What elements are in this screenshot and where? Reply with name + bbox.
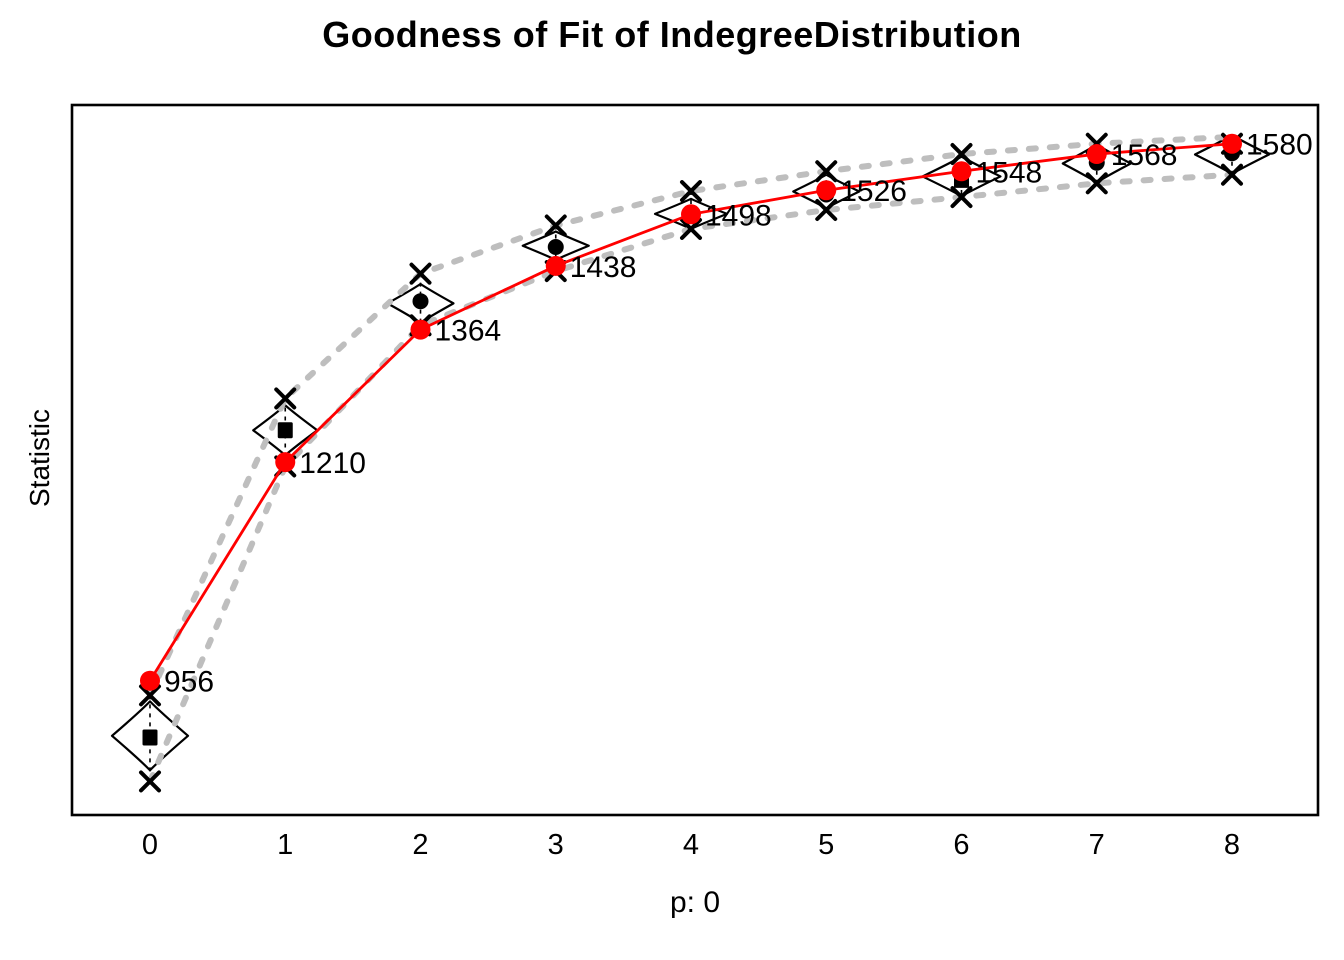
x-axis-label: p: 0	[669, 886, 721, 919]
observed-point-label-2: 1364	[435, 315, 502, 348]
sim-median-marker-2	[412, 293, 429, 310]
x-tick-label-7: 7	[1089, 829, 1105, 861]
simulation-upper-band	[147, 133, 1235, 699]
sim-min-x-mark-6-b	[950, 186, 973, 209]
observed-point-label-1: 1210	[299, 447, 366, 480]
observed-point-label-3: 1438	[570, 251, 637, 284]
observed-point-1	[275, 452, 296, 473]
sim-max-x-mark-6-b	[950, 143, 973, 166]
observed-point-label-6: 1548	[976, 156, 1043, 189]
sim-max-x-mark-4-b	[680, 180, 702, 203]
x-tick-label-1: 1	[277, 829, 293, 861]
observed-point-label-4: 1498	[705, 199, 772, 232]
observed-point-label-7: 1568	[1111, 139, 1178, 172]
observed-point-label-0: 956	[164, 666, 214, 699]
sim-max-x-mark-3-b	[544, 214, 567, 237]
observed-point-7	[1086, 144, 1107, 165]
x-tick-label-8: 8	[1224, 829, 1240, 861]
sim-min-x-mark-7-b	[1085, 172, 1108, 195]
x-tick-label-4: 4	[683, 829, 699, 861]
observed-point-8	[1222, 133, 1242, 154]
sim-max-x-mark-2-b	[409, 262, 432, 285]
x-tick-label-0: 0	[142, 829, 158, 861]
observed-point-4	[681, 204, 701, 225]
observed-point-0	[140, 670, 160, 691]
x-tick-label-5: 5	[818, 829, 834, 861]
observed-point-5	[816, 180, 837, 201]
sim-min-x-mark-5-b	[815, 198, 838, 221]
observed-point-label-8: 1580	[1246, 129, 1313, 162]
sim-median-marker-0	[142, 729, 158, 746]
x-tick-label-6: 6	[953, 829, 969, 861]
sim-median-marker-3	[547, 239, 564, 255]
sim-min-x-mark-0-b	[139, 770, 161, 793]
x-tick-label-2: 2	[412, 829, 428, 861]
sim-min-x-mark-8-b	[1221, 163, 1243, 186]
observed-point-3	[545, 255, 566, 276]
x-tick-label-3: 3	[548, 829, 564, 861]
chart-title: Goodness of Fit of IndegreeDistribution	[322, 14, 1022, 55]
observed-point-label-5: 1526	[840, 175, 907, 208]
observed-point-6	[951, 161, 972, 182]
observed-point-2	[410, 319, 431, 340]
sim-max-x-mark-5-b	[815, 160, 838, 183]
sim-min-x-mark-4-b	[680, 217, 702, 240]
plot-border	[70, 103, 1320, 817]
sim-max-x-mark-0-b	[139, 684, 161, 707]
sim-max-x-mark-1-b	[274, 387, 297, 410]
sim-median-marker-1	[277, 422, 293, 439]
